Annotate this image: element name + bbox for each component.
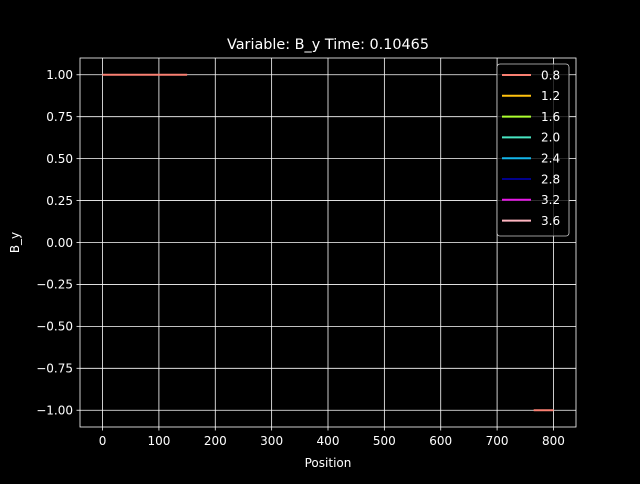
x-tick-label: 200 [204, 434, 227, 448]
legend-label: 2.8 [541, 172, 560, 186]
legend-label: 0.8 [541, 68, 560, 82]
legend-label: 3.2 [541, 193, 560, 207]
y-tick-label: 0.00 [46, 236, 73, 250]
x-tick-label: 800 [542, 434, 565, 448]
legend-label: 1.6 [541, 110, 560, 124]
x-tick-label: 300 [260, 434, 283, 448]
y-tick-label: 1.00 [46, 68, 73, 82]
tick-layer: 0 100 200 300 400 500 600 700 800 1.00 0.75 0.50 0.2… [36, 68, 565, 448]
y-tick-label: −1.00 [36, 404, 73, 418]
x-tick-label: 700 [486, 434, 509, 448]
y-tick-label: −0.75 [36, 362, 73, 376]
y-tick-label: −0.25 [36, 278, 73, 292]
series-line-0.8 [102, 73, 554, 412]
y-tick-label: 0.50 [46, 152, 73, 166]
y-tick-label: 0.75 [46, 110, 73, 124]
series-layer [102, 73, 554, 412]
chart-title: Variable: B_y Time: 0.10465 [227, 37, 429, 53]
legend-label: 3.6 [541, 214, 560, 228]
y-tick-label: −0.50 [36, 320, 73, 334]
x-axis-label: Position [305, 456, 352, 470]
x-tick-label: 400 [317, 434, 340, 448]
legend-label: 1.2 [541, 89, 560, 103]
x-tick-label: 600 [429, 434, 452, 448]
y-axis-label: B_y [8, 232, 22, 253]
legend: 0.8 1.2 1.6 2.0 2.4 2.8 3.2 3.6 [496, 63, 570, 237]
legend-label: 2.4 [541, 152, 560, 166]
y-tick-label: 0.25 [46, 194, 73, 208]
legend-label: 2.0 [541, 131, 560, 145]
x-tick-label: 100 [147, 434, 170, 448]
x-tick-label: 0 [99, 434, 107, 448]
x-tick-label: 500 [373, 434, 396, 448]
legend-box [496, 63, 570, 237]
